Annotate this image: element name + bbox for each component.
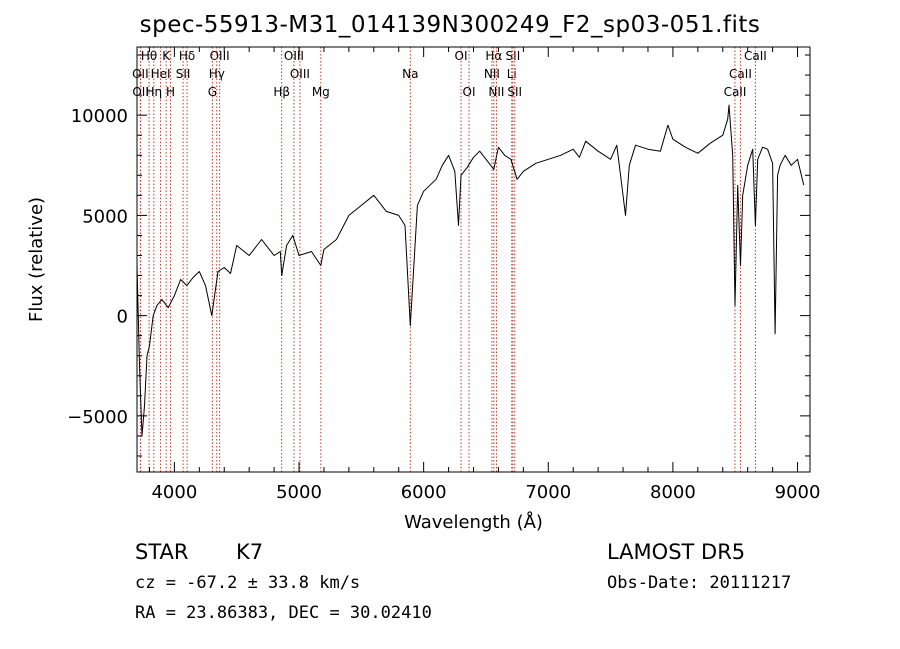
line-marker-label: Li	[507, 67, 517, 81]
y-tick-label: 10000	[71, 106, 128, 127]
x-tick-label: 6000	[401, 482, 447, 503]
line-marker-label: OIII	[210, 49, 230, 63]
line-marker-label: OIII	[290, 67, 310, 81]
y-tick-label: −5000	[67, 407, 128, 428]
line-marker-label: OII	[132, 67, 149, 81]
spectrum-line	[136, 104, 805, 437]
line-marker-label: Hδ	[179, 49, 195, 63]
line-marker-label: CaII	[729, 67, 752, 81]
line-marker-label: SII	[507, 85, 522, 99]
x-tick-label: 8000	[650, 482, 696, 503]
page-title: spec-55913-M31_014139N300249_F2_sp03-051…	[139, 12, 761, 38]
redshift-label: cz = -67.2 ± 33.8 km/s	[135, 573, 361, 593]
line-marker-label: CaII	[724, 85, 747, 99]
line-marker-label: Mg	[312, 85, 330, 99]
line-marker-label: NII	[488, 85, 504, 99]
line-marker-label: NII	[484, 67, 500, 81]
x-tick-label: 7000	[525, 482, 571, 503]
line-marker-label: Hη	[146, 85, 163, 99]
y-axis-label: Flux (relative)	[26, 197, 47, 322]
line-marker-label: Hβ	[273, 85, 290, 99]
x-tick-label: 5000	[276, 482, 322, 503]
line-marker-label: Hγ	[209, 67, 225, 81]
line-marker-label: OIII	[284, 49, 304, 63]
plot-frame	[136, 46, 811, 473]
coordinates-label: RA = 23.86383, DEC = 30.02410	[135, 603, 432, 623]
x-axis-label: Wavelength (Å)	[404, 511, 543, 533]
line-marker-label: H	[166, 85, 175, 99]
line-marker-label: Na	[402, 67, 418, 81]
line-marker-label: Hθ	[141, 49, 157, 63]
line-marker-label: HeI	[151, 67, 171, 81]
obs-date-label: Obs-Date: 20111217	[607, 573, 792, 593]
y-tick-label: 0	[117, 307, 128, 328]
line-marker-label: K	[162, 49, 171, 63]
x-tick-label: 4000	[151, 482, 197, 503]
object-subclass-label: K7	[236, 540, 264, 564]
line-marker-label: CaII	[744, 49, 767, 63]
line-marker-label: SII	[176, 67, 191, 81]
x-tick-label: 9000	[775, 482, 821, 503]
line-marker-label: OI	[455, 49, 468, 63]
y-tick-label: 5000	[82, 206, 128, 227]
line-marker-label: SII	[506, 49, 521, 63]
line-marker-label: G	[208, 85, 217, 99]
object-class-label: STAR	[135, 540, 189, 564]
line-marker-label: OI	[463, 85, 476, 99]
line-marker-label: Hα	[485, 49, 502, 63]
survey-label: LAMOST DR5	[607, 540, 746, 564]
line-marker-label: OII	[132, 85, 149, 99]
